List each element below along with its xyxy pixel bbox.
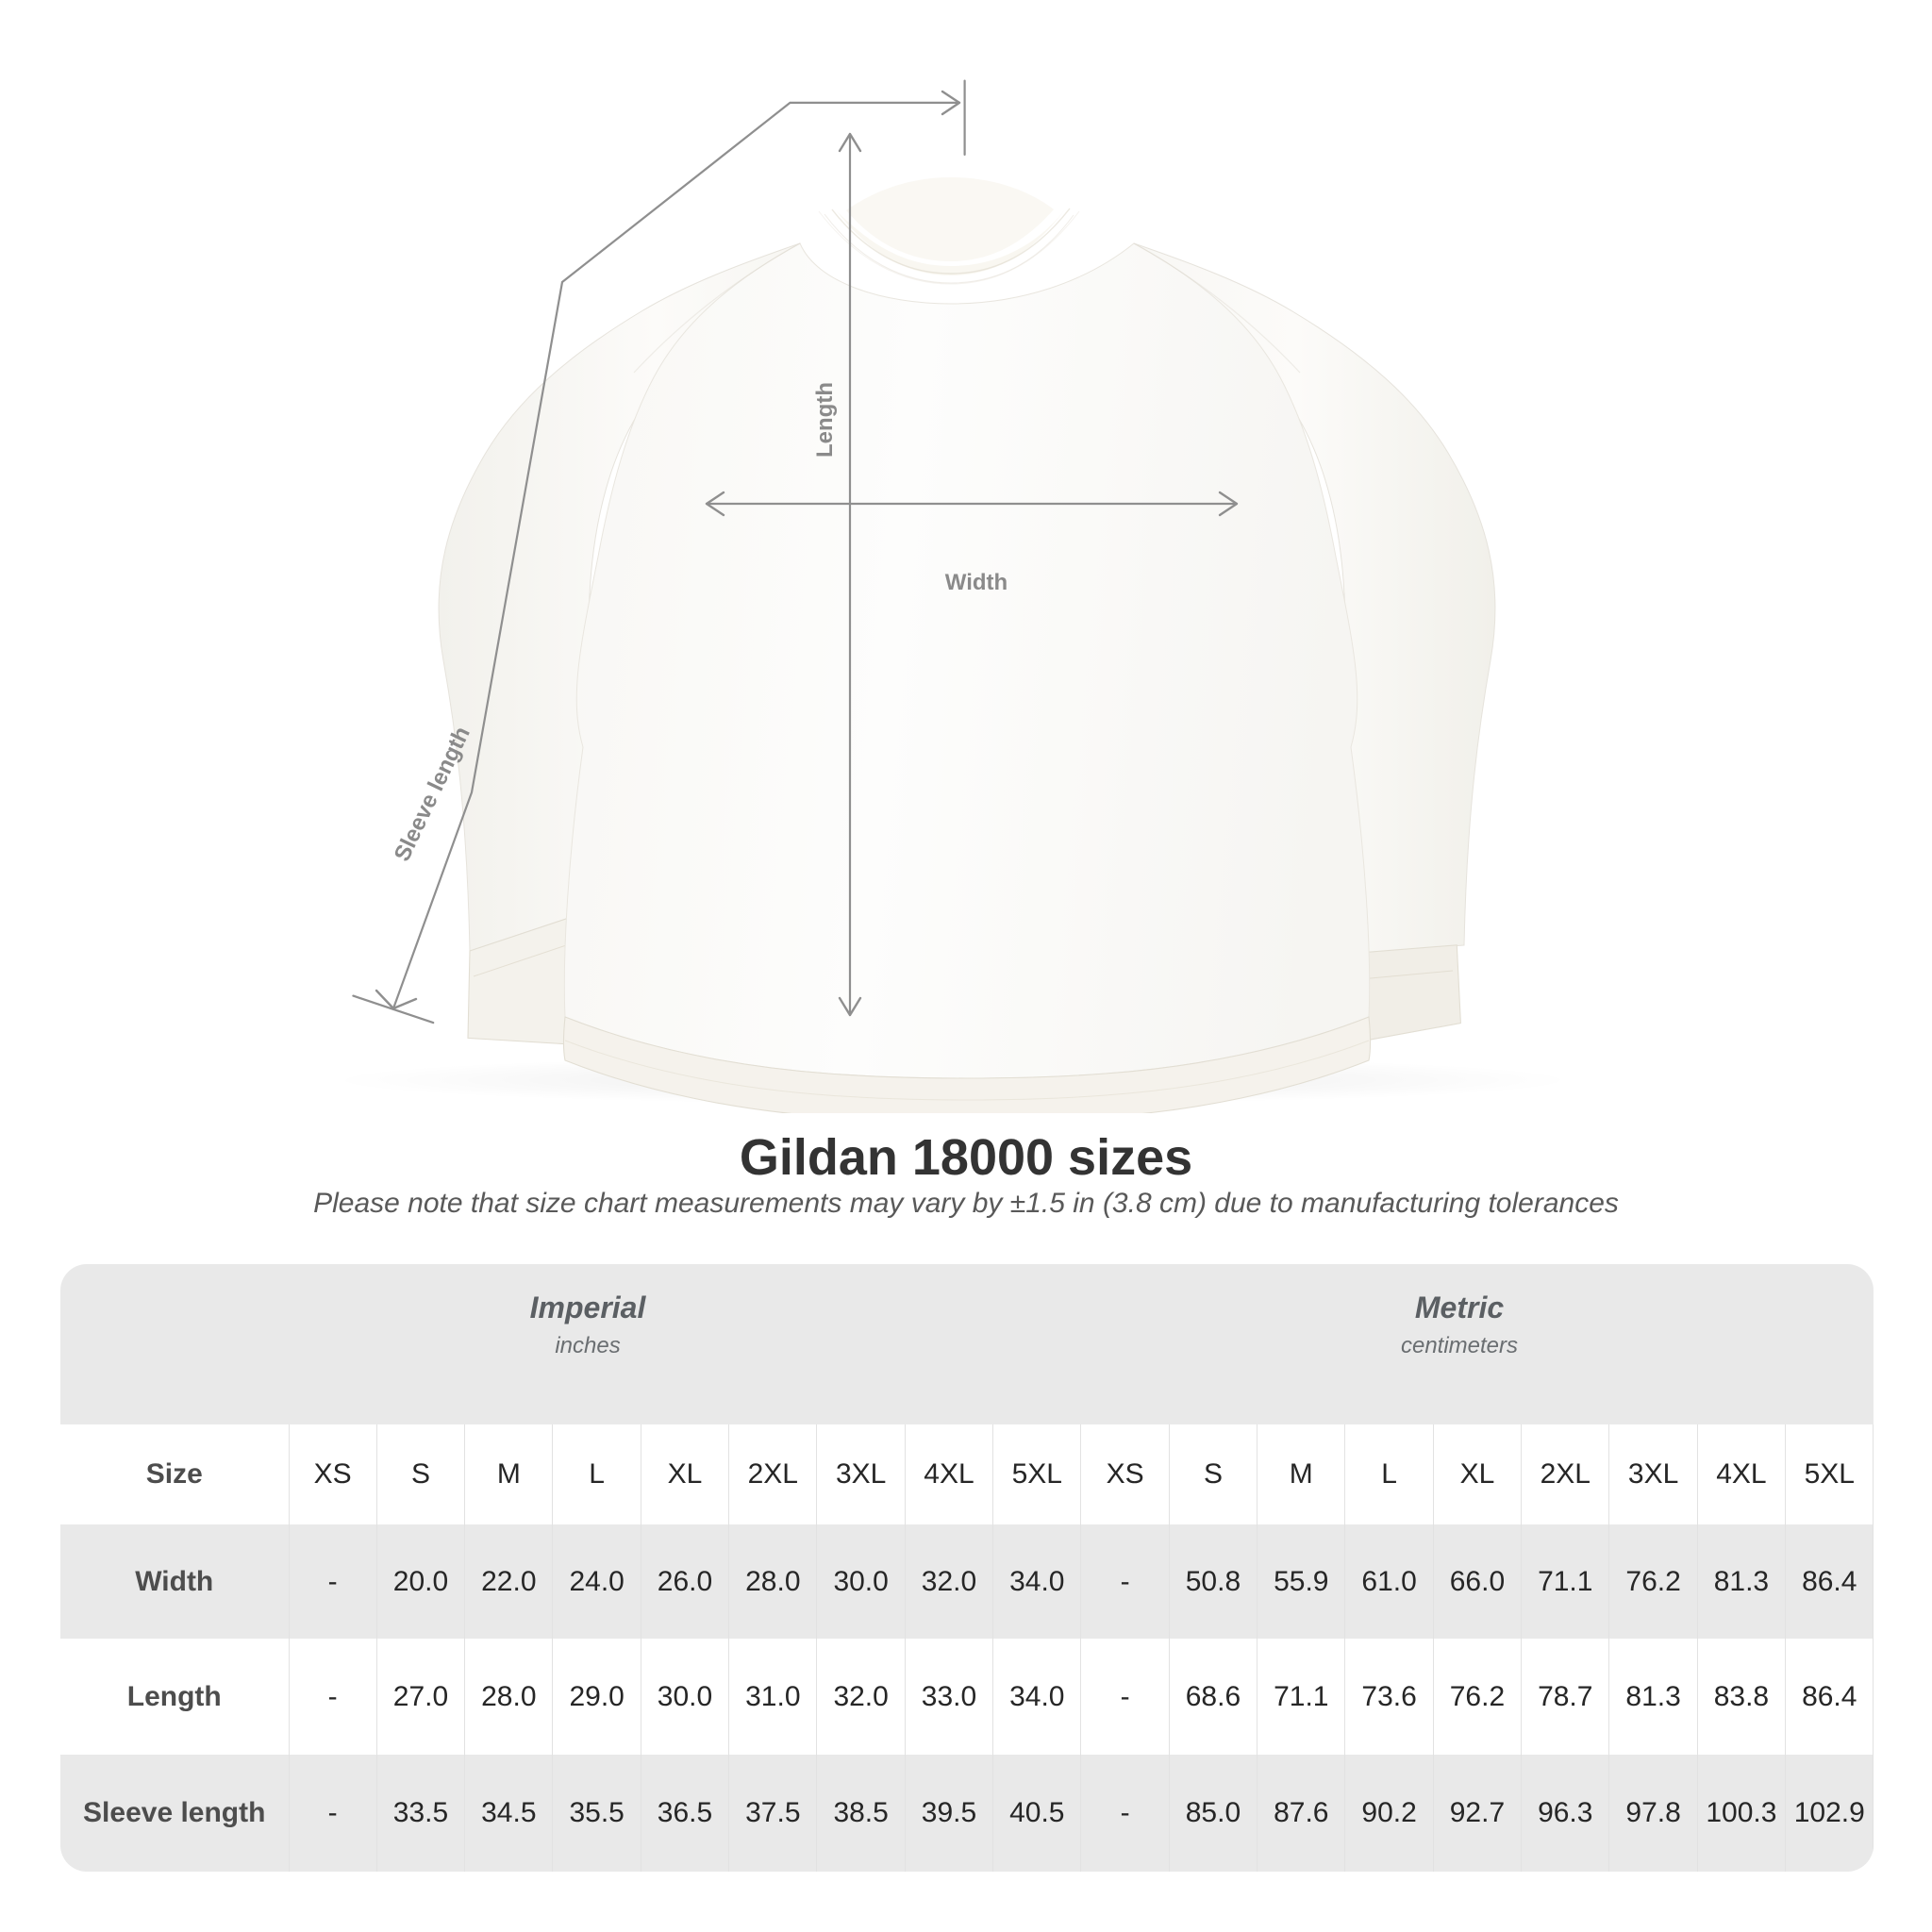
svg-text:Width: Width: [945, 570, 1008, 595]
svg-text:Length: Length: [812, 382, 838, 458]
